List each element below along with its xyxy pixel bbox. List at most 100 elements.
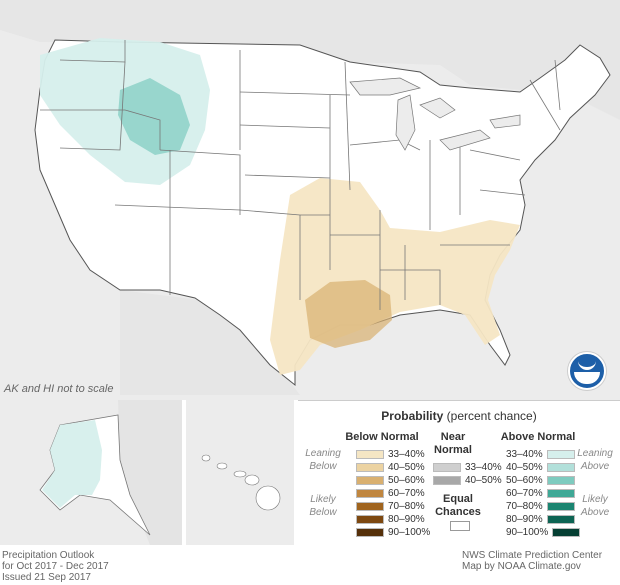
likely-above-line-2: Above bbox=[580, 507, 610, 518]
scale-note: AK and HI not to scale bbox=[4, 383, 114, 395]
above-rows-swatch bbox=[546, 489, 575, 498]
above-rows-row: 70–80% bbox=[506, 501, 575, 512]
hawaii-island-molokai bbox=[233, 470, 247, 478]
above-rows-label: 80–90% bbox=[506, 514, 543, 525]
above-rows-row: 50–60% bbox=[506, 475, 575, 486]
canada-land-ak bbox=[118, 400, 182, 545]
legend-title: Probability (percent chance) bbox=[298, 409, 620, 423]
above-rows-swatch bbox=[546, 463, 575, 472]
hawaii-inset bbox=[186, 400, 294, 545]
leaning-above-line-2: Above bbox=[580, 461, 610, 472]
above-rows-swatch bbox=[546, 450, 575, 459]
below-rows-label: 80–90% bbox=[388, 514, 425, 525]
below-rows-swatch bbox=[356, 476, 384, 485]
above-rows-row: 33–40% bbox=[506, 449, 575, 460]
below-rows-label: 60–70% bbox=[388, 488, 425, 499]
above-rows-swatch bbox=[546, 515, 575, 524]
below-rows-row: 80–90% bbox=[356, 514, 425, 525]
likely-below-line-2: Below bbox=[309, 507, 337, 518]
above-rows-label: 40–50% bbox=[506, 462, 543, 473]
below-rows-row: 33–40% bbox=[356, 449, 425, 460]
above-rows-swatch bbox=[552, 528, 581, 537]
below-rows-label: 33–40% bbox=[388, 449, 425, 460]
equal-chances-swatch bbox=[450, 521, 470, 531]
footer-right: NWS Climate Prediction Center Map by NOA… bbox=[462, 550, 602, 572]
above-rows-swatch bbox=[546, 502, 575, 511]
below-rows-row: 90–100% bbox=[356, 527, 430, 538]
footer-left: Precipitation Outlook for Oct 2017 - Dec… bbox=[2, 550, 109, 583]
near-rows-label: 40–50% bbox=[465, 475, 502, 486]
above-normal-region-40-50 bbox=[118, 78, 190, 155]
below-rows-label: 40–50% bbox=[388, 462, 425, 473]
conus-map bbox=[0, 0, 620, 400]
below-normal-region-40-50 bbox=[305, 280, 392, 348]
below-normal-heading: Below Normal bbox=[345, 431, 419, 443]
below-rows-row: 70–80% bbox=[356, 501, 425, 512]
below-rows-label: 70–80% bbox=[388, 501, 425, 512]
near-rows-swatch bbox=[433, 476, 461, 485]
footer-left-line-2: for Oct 2017 - Dec 2017 bbox=[2, 561, 109, 572]
hawaii-island-big bbox=[255, 485, 281, 511]
above-rows-label: 70–80% bbox=[506, 501, 543, 512]
footer-left-line-1: Precipitation Outlook bbox=[2, 550, 95, 561]
alaska-map bbox=[39, 400, 182, 545]
likely-below-label: Likely Below bbox=[298, 493, 348, 519]
near-normal-heading-2: Normal bbox=[434, 444, 472, 456]
equal-chances-label-2: Chances bbox=[435, 506, 481, 518]
below-rows-row: 40–50% bbox=[356, 462, 425, 473]
above-rows-row: 60–70% bbox=[506, 488, 575, 499]
above-rows-row: 40–50% bbox=[506, 462, 575, 473]
likely-below-line-1: Likely bbox=[310, 494, 336, 505]
below-rows-swatch bbox=[356, 528, 384, 537]
leaning-above-line-1: Leaning bbox=[577, 448, 613, 459]
near-rows-label: 33–40% bbox=[465, 462, 502, 473]
below-rows-swatch bbox=[356, 463, 384, 472]
near-rows-row: 40–50% bbox=[433, 475, 502, 486]
state-borders bbox=[40, 40, 561, 310]
above-rows-label: 90–100% bbox=[506, 527, 549, 538]
above-rows-label: 60–70% bbox=[506, 488, 543, 499]
noaa-logo-wave bbox=[574, 372, 600, 384]
leaning-below-label: Leaning Below bbox=[298, 447, 348, 473]
leaning-below-line-1: Leaning bbox=[305, 448, 341, 459]
equal-chances-label-1: Equal bbox=[443, 493, 473, 505]
near-rows-row: 33–40% bbox=[433, 462, 502, 473]
near-rows-swatch bbox=[433, 463, 461, 472]
noaa-logo bbox=[568, 352, 606, 390]
above-rows-label: 50–60% bbox=[506, 475, 543, 486]
great-lakes bbox=[349, 77, 521, 151]
likely-above-line-1: Likely bbox=[582, 494, 608, 505]
likely-above-label: Likely Above bbox=[570, 493, 620, 519]
canada-land bbox=[0, 0, 620, 120]
near-normal-heading-1: Near bbox=[440, 431, 466, 443]
footer-right-line-1: NWS Climate Prediction Center bbox=[462, 550, 603, 561]
hawaii-island-oahu bbox=[216, 462, 228, 470]
hawaii-map bbox=[201, 454, 281, 511]
legend: Probability (percent chance) Below Norma… bbox=[298, 400, 620, 549]
legend-title-bold: Probability bbox=[381, 409, 444, 423]
leaning-above-label: Leaning Above bbox=[570, 447, 620, 473]
below-rows-swatch bbox=[356, 515, 384, 524]
hawaii-island-maui bbox=[244, 474, 260, 486]
below-rows-label: 50–60% bbox=[388, 475, 425, 486]
footer-right-line-2: Map by NOAA Climate.gov bbox=[462, 561, 581, 572]
hawaii-island-kauai bbox=[201, 454, 211, 462]
footer-left-line-3: Issued 21 Sep 2017 bbox=[2, 572, 91, 583]
below-rows-label: 90–100% bbox=[388, 527, 431, 538]
alaska-above-normal-region bbox=[42, 420, 102, 508]
below-rows-row: 50–60% bbox=[356, 475, 425, 486]
mexico-land bbox=[120, 290, 300, 395]
below-rows-swatch bbox=[356, 450, 384, 459]
above-normal-heading: Above Normal bbox=[500, 431, 576, 443]
leaning-below-line-2: Below bbox=[309, 461, 337, 472]
noaa-logo-bird bbox=[578, 360, 596, 370]
below-rows-row: 60–70% bbox=[356, 488, 425, 499]
above-rows-swatch bbox=[546, 476, 575, 485]
legend-title-rest: (percent chance) bbox=[446, 409, 537, 423]
above-rows-row: 80–90% bbox=[506, 514, 575, 525]
above-rows-label: 33–40% bbox=[506, 449, 543, 460]
below-rows-swatch bbox=[356, 489, 384, 498]
above-rows-row: 90–100% bbox=[506, 527, 581, 538]
alaska-inset bbox=[0, 400, 182, 545]
below-rows-swatch bbox=[356, 502, 384, 511]
